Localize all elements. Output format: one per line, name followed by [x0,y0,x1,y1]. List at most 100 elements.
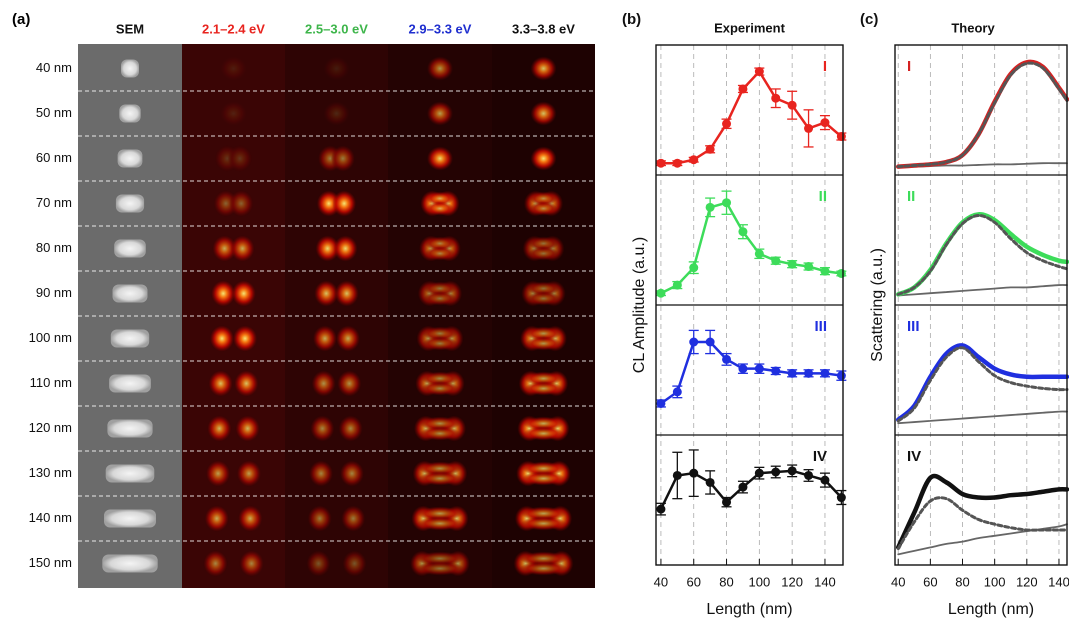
panel-number: I [823,58,827,75]
column-header: 2.5–3.0 eV [305,21,368,36]
x-axis-label: Length (nm) [948,601,1034,618]
cl-map [518,370,569,397]
hot-spot [522,471,565,486]
hot-spot [524,381,563,396]
hot-spot [427,101,453,126]
theory-curve [896,496,1069,551]
x-axis-label: Length (nm) [706,601,792,618]
series-line [659,469,843,510]
cl-map [411,505,469,532]
hot-spot [334,280,359,307]
y-axis-label: Scattering (a.u.) [869,248,886,362]
row-label: 40 nm [36,60,72,75]
panel-number: II [907,188,915,205]
cl-map [208,370,259,397]
data-point [672,387,682,397]
row-label: 140 nm [29,510,72,525]
cl-map [209,325,258,352]
x-tick-label: 100 [748,574,770,589]
cl-map [316,190,357,217]
hot-spot [524,371,563,386]
hot-spot [231,280,256,307]
cl-map [211,280,256,307]
data-point [804,368,814,378]
panel-number: IV [813,448,827,465]
hot-spot [529,191,558,206]
cl-map [409,550,471,577]
hot-spot [520,516,567,531]
cl-map [522,235,565,262]
hot-spot [421,381,459,396]
data-point [804,262,814,272]
data-point [656,288,666,298]
data-point [771,366,781,376]
hot-spot [203,550,228,577]
data-point [754,364,764,374]
hot-spot [235,415,260,442]
data-point [672,470,682,480]
theory-curve [896,61,1069,169]
hot-spot [426,191,454,206]
hot-spot [234,370,259,397]
sem-particle [115,194,145,213]
theory-curve [897,410,1068,425]
data-point [722,354,732,364]
row-label: 80 nm [36,240,72,255]
plot-frame [655,44,844,566]
hot-spot [206,460,231,487]
data-point [656,504,666,514]
data-point [804,123,814,133]
cl-map [417,280,463,307]
data-point [672,280,682,290]
data-point [689,337,699,347]
sem-particle [102,554,158,573]
data-point [836,493,846,503]
hot-spot [323,56,350,81]
cl-map [206,460,261,487]
row-label: 50 nm [36,105,72,120]
hot-spot [341,505,366,532]
hot-spot [528,246,559,261]
hot-spot [323,101,350,126]
theory-curve [895,212,1069,297]
cl-map [419,235,461,262]
hot-spot [423,281,457,296]
cl-map [314,280,359,307]
hot-spot [425,236,455,251]
cl-map [415,370,465,397]
cl-map [427,101,453,126]
x-tick-label: 140 [1048,574,1069,589]
x-tick-label: 60 [686,574,700,589]
data-point [754,468,764,478]
hot-spot [427,56,453,81]
hot-spot [529,201,558,216]
hot-spot [342,550,367,577]
row-label: 90 nm [36,285,72,300]
data-point [787,368,797,378]
data-point [771,467,781,477]
series-line [660,340,842,405]
row-label: 100 nm [29,330,72,345]
data-point [738,84,748,94]
hot-spot [211,280,236,307]
hot-spot [415,561,465,576]
cl-column [388,44,492,588]
cl-map [310,415,363,442]
plot-frame [894,44,1068,566]
data-point [836,371,846,381]
hot-spot [421,371,459,386]
cl-map [420,190,460,217]
hot-spot [229,190,254,217]
column-header: 2.1–2.4 eV [202,21,265,36]
hot-spot [236,460,261,487]
sem-particle [105,464,155,483]
theory-curve [897,284,1068,297]
data-point [754,67,764,77]
sem-particle [112,284,148,303]
x-tick-label: 120 [1016,574,1038,589]
cl-map [427,56,453,81]
hot-spot [417,516,463,531]
cl-map [215,145,252,172]
hot-spot [423,291,457,306]
